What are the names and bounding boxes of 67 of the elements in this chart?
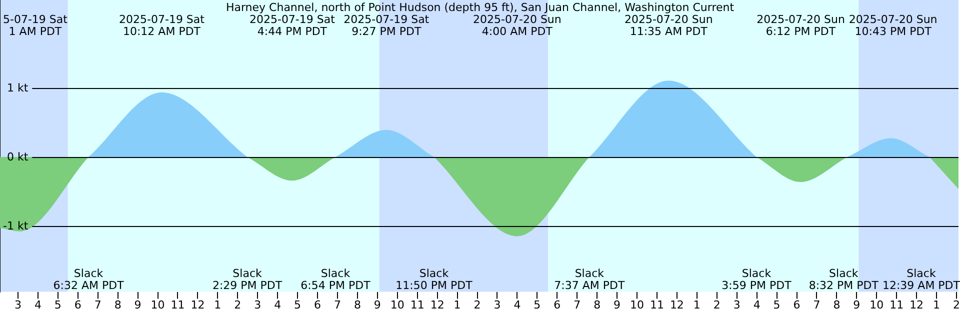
annotation: Slack 6:54 PM PDT	[300, 266, 371, 292]
annotation: 2025-07-20 Sun 6:12 PM PDT	[756, 13, 845, 38]
x-tick-label: 1	[214, 298, 222, 312]
x-tick-label: 10	[150, 298, 165, 312]
x-tick-label: 6	[314, 298, 321, 312]
x-tick-label: 3	[14, 298, 22, 312]
annotation: 2025-07-20 Sun 4:00 AM PDT	[473, 13, 562, 38]
x-tick-label: 2	[713, 298, 720, 312]
x-tick-label: 11	[410, 298, 424, 312]
x-tick-label: 5	[773, 298, 780, 312]
x-tick-label: 8	[833, 298, 840, 312]
x-tick-label: 2	[474, 298, 481, 312]
x-tick-label: 4	[274, 298, 282, 312]
x-tick-label: 9	[374, 298, 381, 312]
x-tick-label: 9	[134, 298, 142, 312]
x-tick-label: 7	[334, 298, 341, 312]
x-tick-label: 4	[514, 298, 521, 312]
annotation: Slack 7:37 AM PDT	[554, 266, 625, 292]
x-tick-label: 11	[170, 298, 185, 312]
x-tick-label: 9	[853, 298, 860, 312]
x-tick-label: 4	[753, 298, 760, 312]
x-tick-label: 2	[234, 298, 242, 312]
x-tick-label: 12	[430, 298, 444, 312]
x-tick-label: 9	[614, 298, 621, 312]
x-tick-label: 5	[534, 298, 541, 312]
x-tick-label: 8	[114, 298, 122, 312]
x-tick-label: 6	[793, 298, 800, 312]
x-tick-label: 3	[254, 298, 262, 312]
y-tick-label: -1 kt	[2, 219, 29, 232]
annotation: Slack 2:29 PM PDT	[212, 266, 282, 292]
x-tick-label: 5	[54, 298, 62, 312]
x-tick-label: 6	[554, 298, 561, 312]
annotation: Slack 11:50 PM PDT	[396, 266, 473, 292]
x-tick-label: 12	[910, 298, 924, 312]
x-tick-label: 11	[650, 298, 664, 312]
x-tick-label: 8	[594, 298, 601, 312]
x-tick-label: 12	[190, 298, 205, 312]
x-tick-label: 3	[494, 298, 501, 312]
annotation: 2025-07-19 Sat 10:12 AM PDT	[119, 13, 206, 38]
annotation: 2025-07-19 Sat 4:44 PM PDT	[249, 13, 336, 38]
x-tick-label: 12	[670, 298, 684, 312]
annotation: 2025-07-20 Sun 10:43 PM PDT	[848, 13, 938, 38]
x-tick-label: 10	[390, 298, 404, 312]
annotation: Slack 8:32 PM PDT	[808, 266, 879, 292]
x-tick-label: 1	[454, 298, 461, 312]
x-tick-label: 10	[870, 298, 884, 312]
x-tick-label: 6	[74, 298, 82, 312]
x-tick-label: 1	[933, 298, 940, 312]
annotation: Slack 6:32 AM PDT	[53, 266, 124, 292]
annotation: Slack 12:39 AM PDT	[882, 266, 960, 292]
x-tick-label: 4	[34, 298, 42, 312]
x-tick-label: 11	[890, 298, 904, 312]
x-tick-label: 7	[94, 298, 102, 312]
x-tick-label: 8	[354, 298, 361, 312]
x-tick-label: 1	[693, 298, 700, 312]
annotation: 2025-07-19 Sat 9:27 PM PDT	[344, 13, 430, 38]
x-tick-label: 3	[733, 298, 740, 312]
chart-title: Harney Channel, north of Point Hudson (depth 95 ft), San Juan Channel, Washington Current	[226, 1, 735, 14]
x-tick-label: 5	[294, 298, 302, 312]
x-tick-label: 2	[953, 298, 960, 312]
annotation: 2025-07-20 Sun 11:35 AM PDT	[624, 13, 713, 38]
x-tick-label: 7	[813, 298, 820, 312]
x-tick-label: 7	[574, 298, 581, 312]
annotation: 5-07-19 Sat 1 AM PDT	[3, 13, 68, 38]
annotation: Slack 3:59 PM PDT	[722, 266, 792, 292]
x-tick-label: 10	[630, 298, 644, 312]
y-tick-label: 1 kt	[6, 81, 29, 94]
